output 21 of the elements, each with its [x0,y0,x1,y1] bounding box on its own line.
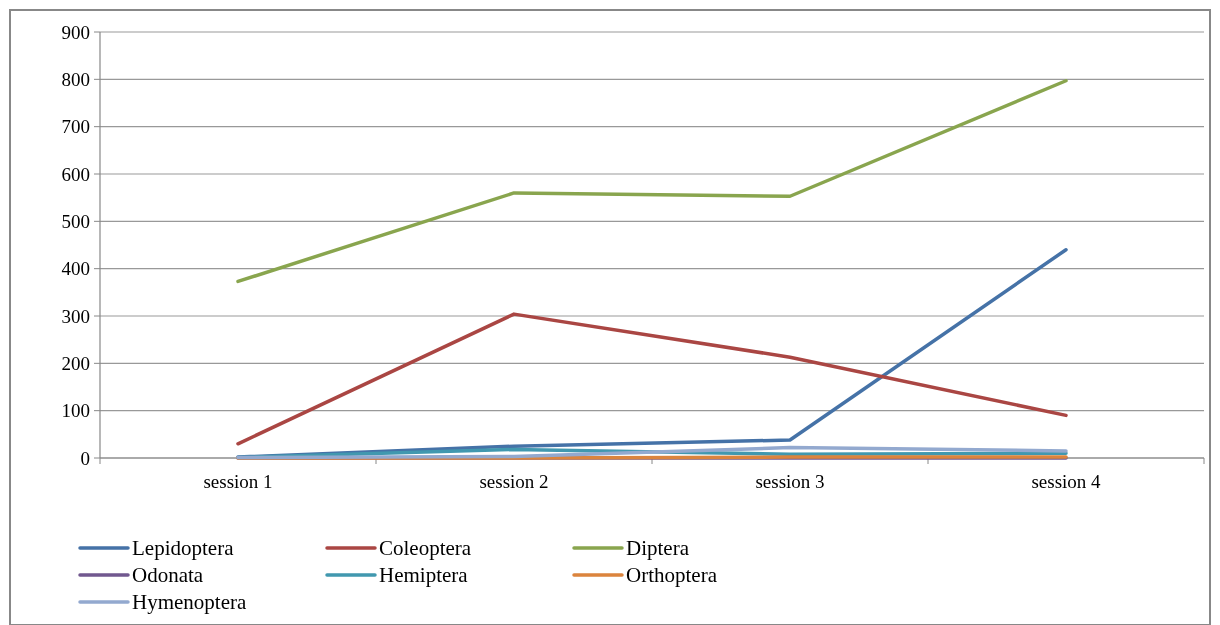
legend-label: Lepidoptera [132,536,235,561]
y-tick-label: 800 [61,68,90,90]
x-tick-label: session 3 [755,471,825,492]
legend-label: Coleoptera [379,536,472,561]
y-tick-label: 600 [61,163,90,185]
y-tick-label: 300 [61,305,90,327]
x-tick-label: session 4 [1031,471,1102,492]
y-tick-label: 500 [61,210,90,232]
legend-label: Odonata [132,563,204,588]
y-tick-label: 900 [61,21,90,43]
legend-label: Hymenoptera [132,590,247,615]
y-tick-label: 100 [61,400,90,422]
legend-label: Diptera [626,536,690,561]
legend-label: Orthoptera [626,563,718,588]
y-tick-label: 0 [80,447,90,469]
x-tick-label: session 2 [479,471,549,492]
legend-label: Hemiptera [379,563,469,588]
y-tick-label: 700 [61,116,90,138]
x-tick-label: session 1 [203,471,273,492]
y-tick-label: 400 [61,258,90,280]
y-tick-label: 200 [61,352,90,374]
